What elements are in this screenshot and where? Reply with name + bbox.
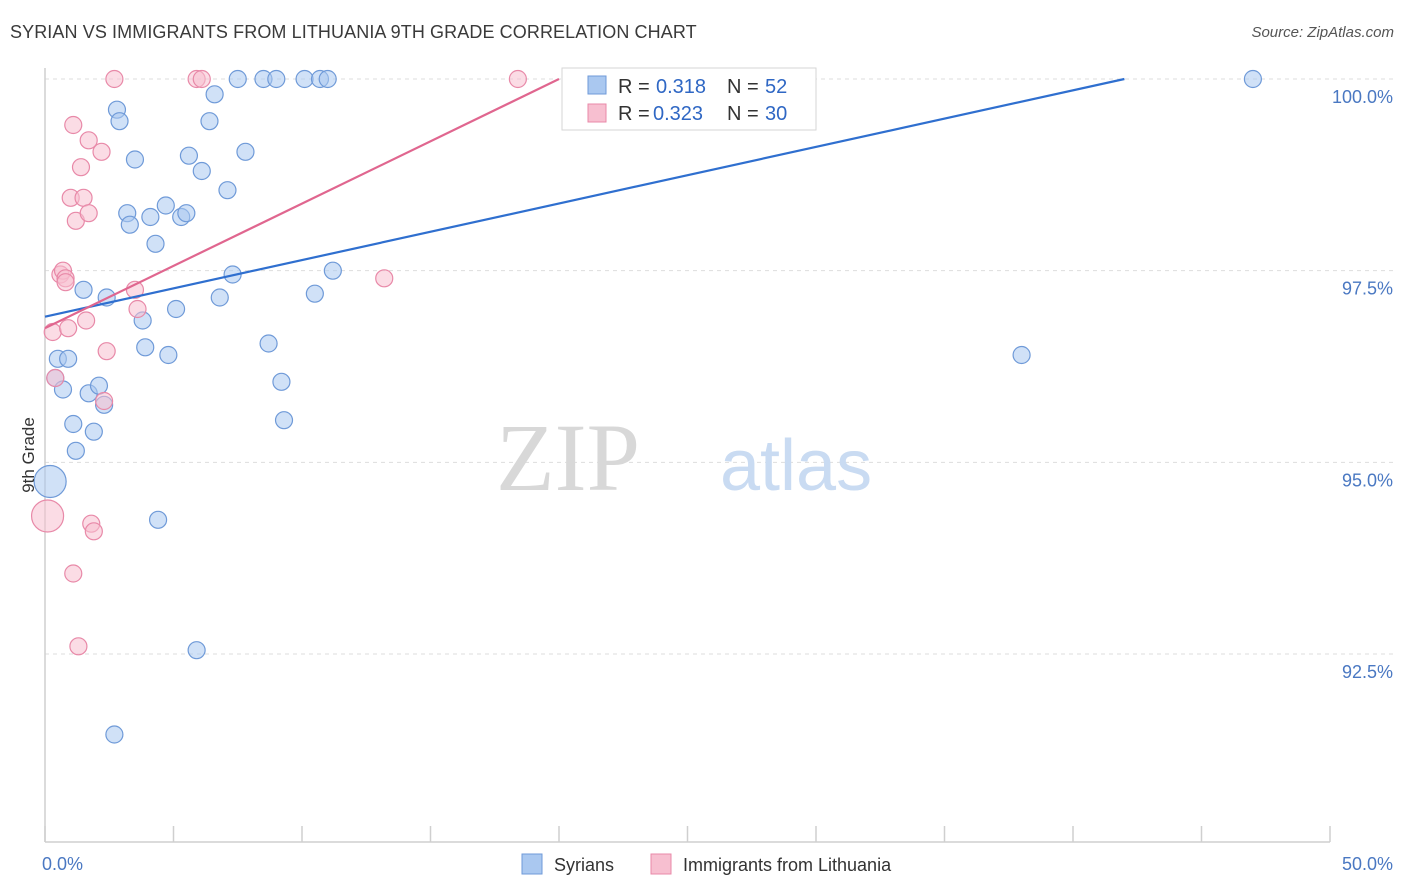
point-syrians-37	[228, 69, 247, 89]
bottom-legend-syrians: Syrians	[554, 855, 614, 875]
point-syrians-30	[187, 641, 206, 660]
point-syrians-6	[66, 441, 85, 460]
point-syrians-35	[218, 181, 237, 200]
point-syrians-13	[105, 725, 124, 744]
point-syrians-25	[159, 345, 178, 365]
point-syrians-24	[156, 196, 175, 215]
point-syrians-5	[64, 414, 83, 434]
watermark-atlas: atlas	[720, 426, 872, 506]
point-syrians-34	[210, 288, 229, 307]
point-syrians-20	[136, 338, 155, 357]
point-lithuania-13	[71, 158, 91, 177]
point-syrians-29	[179, 146, 199, 165]
point-lithuania-2	[46, 368, 65, 388]
point-lithuania-19	[84, 522, 103, 541]
point-syrians-15	[110, 112, 129, 131]
y-tick-label-3: 100.0%	[1332, 87, 1393, 107]
bottom-legend-swatch-syrians	[521, 853, 543, 875]
point-syrians-43	[274, 411, 294, 430]
point-syrians-4	[59, 349, 78, 368]
trend-lines	[44, 77, 1125, 330]
chart-title: SYRIAN VS IMMIGRANTS FROM LITHUANIA 9TH …	[10, 22, 697, 42]
legend-n-value-syrians: 52	[765, 76, 787, 98]
point-lithuania-15	[77, 311, 96, 330]
point-syrians-28	[177, 204, 196, 223]
point-lithuania-29	[508, 69, 527, 89]
point-syrians-31	[192, 161, 211, 181]
point-syrians-22	[146, 234, 165, 253]
y-tick-label-2: 97.5%	[1342, 279, 1393, 299]
grid-lines	[45, 78, 1395, 655]
point-lithuania-21	[95, 391, 114, 411]
point-lithuania-22	[97, 342, 116, 361]
point-lithuania-14	[74, 188, 93, 207]
point-lithuania-10	[64, 564, 83, 583]
point-syrians-7	[74, 280, 93, 299]
bottom-legend: Syrians Immigrants from Lithuania	[521, 853, 892, 875]
legend-r-label-1: R =	[618, 103, 650, 125]
point-lithuania-28	[375, 269, 394, 288]
data-points	[30, 69, 1263, 744]
watermark-zip: ZIP	[496, 404, 640, 511]
legend-n-label-0: N =	[727, 76, 759, 98]
y-tick-label-0: 92.5%	[1342, 662, 1393, 682]
point-syrians-23	[148, 510, 168, 529]
bottom-legend-swatch-lithuania	[650, 853, 672, 875]
legend-box: R = 0.318 N = 52 R = 0.323 N = 30	[561, 67, 817, 131]
point-lithuania-23	[105, 69, 124, 89]
bottom-legend-lithuania: Immigrants from Lithuania	[683, 855, 892, 875]
x-tick-label-0: 0.0%	[42, 854, 83, 874]
point-lithuania-25	[128, 299, 147, 319]
point-syrians-40	[259, 334, 278, 353]
axes	[44, 68, 1331, 843]
point-syrians-32	[200, 112, 219, 131]
point-lithuania-9	[64, 115, 83, 135]
x-tick-label-1: 50.0%	[1342, 854, 1393, 874]
point-syrians-17	[120, 215, 139, 234]
trend-line-lithuania	[44, 78, 560, 330]
point-lithuania-1	[43, 322, 62, 342]
x-tick-labels: 0.0% 50.0%	[42, 854, 1393, 874]
point-lithuania-27	[192, 69, 211, 89]
point-lithuania-0	[30, 499, 65, 533]
legend-n-value-lithuania: 30	[765, 103, 787, 125]
legend-n-label-1: N =	[727, 103, 759, 125]
point-syrians-47	[318, 69, 337, 89]
point-syrians-42	[272, 372, 291, 391]
legend-swatch-lithuania	[587, 103, 607, 123]
point-lithuania-16	[79, 204, 98, 223]
point-syrians-51	[1243, 69, 1263, 89]
point-syrians-21	[141, 207, 160, 227]
point-syrians-18	[125, 150, 145, 169]
watermark: ZIP atlas	[496, 404, 872, 511]
legend-r-value-syrians: 0.318	[656, 76, 706, 98]
chart-source: Source: ZipAtlas.com	[1251, 24, 1394, 41]
legend-swatch-syrians	[587, 75, 607, 95]
point-syrians-10	[89, 376, 109, 395]
point-syrians-9	[84, 422, 103, 441]
legend-r-label-0: R =	[618, 76, 650, 98]
point-syrians-33	[205, 85, 224, 104]
point-syrians-45	[305, 284, 324, 303]
y-tick-labels: 92.5% 95.0% 97.5% 100.0%	[1332, 87, 1393, 682]
point-lithuania-6	[56, 273, 75, 292]
point-lithuania-12	[69, 637, 88, 656]
trend-line-syrians	[44, 77, 1125, 318]
point-lithuania-17	[79, 131, 98, 150]
point-syrians-26	[166, 299, 186, 319]
point-syrians-50	[1012, 345, 1031, 365]
point-syrians-38	[236, 142, 255, 161]
y-tick-label-1: 95.0%	[1342, 470, 1393, 490]
point-syrians-0	[33, 464, 67, 499]
point-syrians-48	[323, 261, 342, 280]
point-lithuania-7	[59, 319, 78, 338]
point-syrians-41	[267, 69, 286, 89]
point-syrians-44	[295, 69, 314, 89]
point-lithuania-20	[92, 142, 111, 161]
legend-r-value-lithuania: 0.323	[653, 103, 703, 125]
y-axis-label: 9th Grade	[19, 417, 38, 493]
